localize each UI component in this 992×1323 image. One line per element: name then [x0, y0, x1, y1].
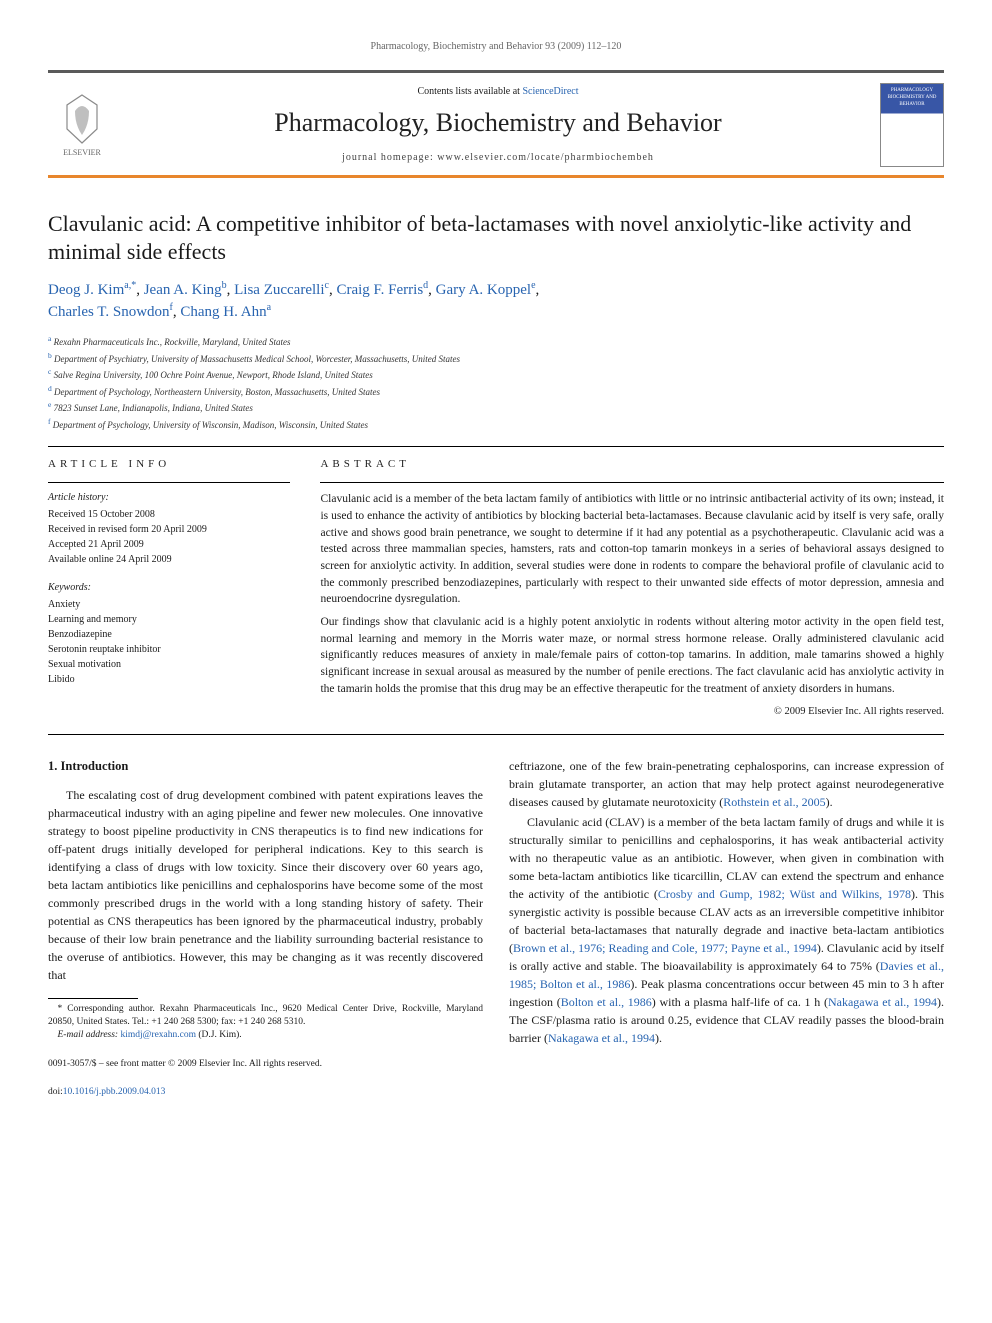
affiliations: a Rexahn Pharmaceuticals Inc., Rockville…: [48, 333, 944, 432]
abstract-text: Clavulanic acid is a member of the beta …: [320, 491, 944, 697]
keyword: Learning and memory: [48, 612, 290, 627]
keyword: Libido: [48, 672, 290, 687]
author-link[interactable]: Deog J. Kim: [48, 282, 124, 298]
keywords-label: Keywords:: [48, 581, 290, 595]
author-link[interactable]: Jean A. King: [144, 282, 222, 298]
keyword: Serotonin reuptake inhibitor: [48, 642, 290, 657]
elsevier-logo: ELSEVIER: [48, 86, 116, 164]
author-link[interactable]: Chang H. Ahn: [180, 304, 266, 320]
accepted-date: Accepted 21 April 2009: [48, 537, 290, 552]
keyword: Anxiety: [48, 597, 290, 612]
citation-link[interactable]: Bolton et al., 1986: [561, 995, 652, 1009]
keyword: Sexual motivation: [48, 657, 290, 672]
body-paragraph: Clavulanic acid (CLAV) is a member of th…: [509, 813, 944, 1047]
citation-link[interactable]: Brown et al., 1976; Reading and Cole, 19…: [513, 941, 817, 955]
journal-cover-thumbnail: PHARMACOLOGY BIOCHEMISTRY AND BEHAVIOR: [880, 83, 944, 167]
received-date: Received 15 October 2008: [48, 507, 290, 522]
author-link[interactable]: Gary A. Koppel: [436, 282, 531, 298]
corresponding-author-footnote: * Corresponding author. Rexahn Pharmaceu…: [48, 1003, 483, 1030]
body-paragraph: ceftriazone, one of the few brain-penetr…: [509, 757, 944, 811]
email-footnote: E-mail address: kimdj@rexahn.com (D.J. K…: [48, 1029, 483, 1042]
sciencedirect-link[interactable]: ScienceDirect: [522, 86, 578, 97]
citation-link[interactable]: Nakagawa et al., 1994: [828, 995, 937, 1009]
footnote-rule: [48, 998, 138, 999]
author-link[interactable]: Lisa Zuccarelli: [234, 282, 324, 298]
divider: [48, 446, 944, 447]
history-label: Article history:: [48, 491, 290, 505]
author-link[interactable]: Charles T. Snowdon: [48, 304, 170, 320]
journal-name: Pharmacology, Biochemistry and Behavior: [134, 105, 862, 141]
email-link[interactable]: kimdj@rexahn.com: [120, 1030, 196, 1040]
front-matter: 0091-3057/$ – see front matter © 2009 El…: [48, 1057, 483, 1071]
running-header: Pharmacology, Biochemistry and Behavior …: [48, 40, 944, 54]
abstract-heading: ABSTRACT: [320, 457, 944, 472]
article-body: 1. Introduction The escalating cost of d…: [48, 757, 944, 1099]
citation-link[interactable]: Crosby and Gump, 1982; Wüst and Wilkins,…: [658, 887, 911, 901]
journal-homepage: journal homepage: www.elsevier.com/locat…: [134, 151, 862, 165]
doi-line: doi:10.1016/j.pbb.2009.04.013: [48, 1085, 483, 1099]
section-heading: 1. Introduction: [48, 757, 483, 776]
contents-available: Contents lists available at ScienceDirec…: [134, 85, 862, 99]
author-list: Deog J. Kima,*, Jean A. Kingb, Lisa Zucc…: [48, 279, 944, 323]
revised-date: Received in revised form 20 April 2009: [48, 522, 290, 537]
divider: [48, 734, 944, 735]
journal-banner: ELSEVIER Contents lists available at Sci…: [48, 70, 944, 178]
keyword: Benzodiazepine: [48, 627, 290, 642]
body-paragraph: The escalating cost of drug development …: [48, 786, 483, 984]
copyright: © 2009 Elsevier Inc. All rights reserved…: [320, 705, 944, 720]
online-date: Available online 24 April 2009: [48, 552, 290, 567]
article-info-heading: ARTICLE INFO: [48, 457, 290, 472]
citation-link[interactable]: Nakagawa et al., 1994: [548, 1031, 655, 1045]
citation-link[interactable]: Rothstein et al., 2005: [723, 795, 825, 809]
article-title: Clavulanic acid: A competitive inhibitor…: [48, 210, 944, 265]
doi-link[interactable]: 10.1016/j.pbb.2009.04.013: [63, 1087, 166, 1097]
author-link[interactable]: Craig F. Ferris: [336, 282, 423, 298]
